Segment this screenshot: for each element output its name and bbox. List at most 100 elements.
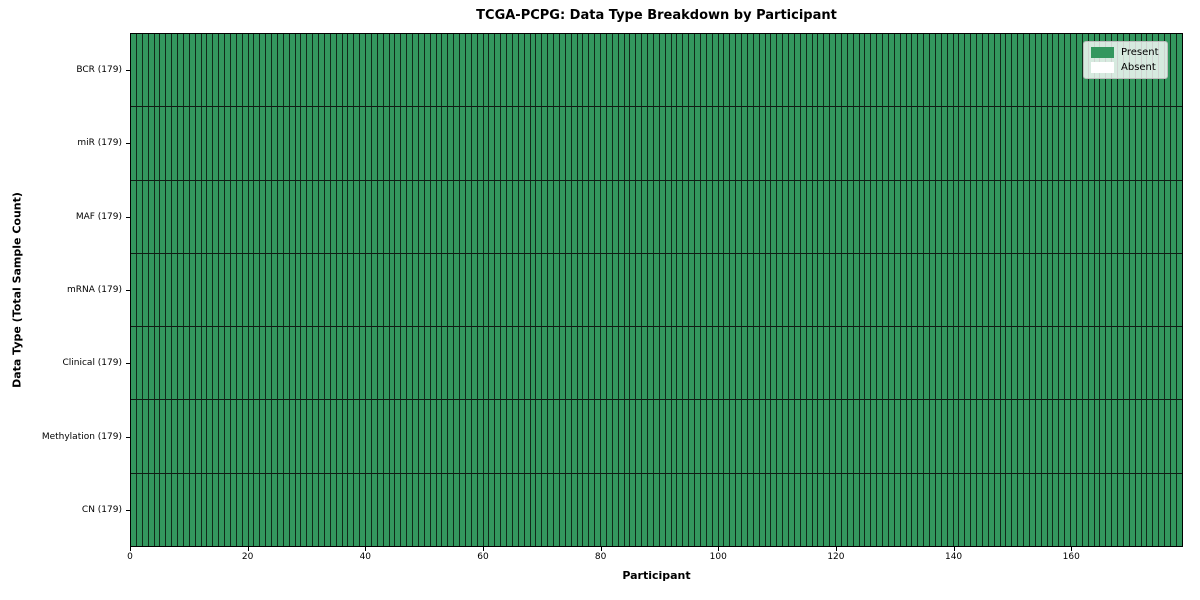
heatmap-cell [348,107,355,180]
heatmap-cell [236,34,243,107]
heatmap-cell [383,34,390,107]
heatmap-cell [589,34,596,107]
heatmap-cell [982,180,989,253]
heatmap-cell [601,327,607,400]
heatmap-cell [706,180,713,253]
heatmap-cell [742,253,748,327]
heatmap-cell [436,327,443,400]
heatmap-cell [389,400,396,473]
heatmap-cell [559,180,566,253]
heatmap-cell [301,34,308,107]
heatmap-cell [1123,327,1130,400]
heatmap-cell [536,473,543,546]
heatmap-cell [512,327,519,400]
heatmap-cell [865,107,872,180]
heatmap-cell [900,400,907,473]
heatmap-cell [207,327,214,400]
heatmap-cell [219,180,225,253]
heatmap-cell [460,34,466,107]
heatmap-cell [653,107,660,180]
heatmap-cell [495,327,502,400]
heatmap-cell [589,107,596,180]
heatmap-cell [994,327,1001,400]
heatmap-cell [841,34,848,107]
heatmap-cell [1153,327,1160,400]
heatmap-cell [994,400,1001,473]
heatmap-cell [736,253,742,327]
heatmap-cell [565,107,572,180]
heatmap-cell [747,253,754,327]
heatmap-cell [454,473,460,546]
heatmap-cell [377,34,384,107]
heatmap-row-mrna [131,253,1182,328]
heatmap-cell [477,327,484,400]
heatmap-cell [606,327,613,400]
heatmap-cell [606,107,613,180]
heatmap-cell [236,107,243,180]
heatmap-cell [941,400,948,473]
heatmap-cell [994,253,1001,327]
heatmap-cell [471,180,478,253]
heatmap-cell [395,180,402,253]
heatmap-cell [483,180,490,253]
heatmap-cell [1170,107,1177,180]
heatmap-cell [888,253,895,327]
heatmap-cell [548,473,554,546]
heatmap-cell [283,107,290,180]
heatmap-cell [366,400,372,473]
heatmap-cell [947,34,954,107]
heatmap-cell [1129,253,1136,327]
heatmap-cell [595,107,601,180]
heatmap-cell [994,34,1001,107]
heatmap-cell [360,107,366,180]
heatmap-cell [377,327,384,400]
heatmap-cell [935,34,942,107]
heatmap-cell [272,180,278,253]
heatmap-cell [724,473,731,546]
heatmap-cell [1135,253,1142,327]
heatmap-cell [847,34,854,107]
y-tick-label-methylation: Methylation (179) [41,431,122,442]
heatmap-cell [495,400,502,473]
heatmap-cell [1018,400,1024,473]
heatmap-cell [131,253,137,327]
heatmap-cell [606,34,613,107]
heatmap-cell [871,253,878,327]
heatmap-cell [148,34,155,107]
heatmap-cell [1065,400,1071,473]
heatmap-cell [407,253,413,327]
heatmap-cell [988,327,995,400]
heatmap-cell [342,400,349,473]
heatmap-cell [924,180,930,253]
heatmap-cell [1006,473,1013,546]
heatmap-cell [930,473,936,546]
heatmap-cell [789,34,795,107]
heatmap-cell [595,253,601,327]
heatmap-cell [712,107,719,180]
heatmap-cell [460,107,466,180]
heatmap-cell [1170,327,1177,400]
heatmap-cell [941,253,948,327]
heatmap-cell [742,107,748,180]
heatmap-cell [677,400,684,473]
heatmap-cell [336,107,343,180]
heatmap-cell [700,34,707,107]
heatmap-cell [859,180,866,253]
heatmap-cell [965,107,972,180]
heatmap-cell [512,34,519,107]
heatmap-cell [160,180,167,253]
heatmap-cell [136,327,143,400]
heatmap-cell [859,400,866,473]
heatmap-cell [166,253,173,327]
heatmap-cell [477,34,484,107]
heatmap-cell [1018,107,1024,180]
heatmap-cell [371,327,378,400]
heatmap-cell [442,400,449,473]
heatmap-cell [1053,107,1060,180]
heatmap-cell [977,253,983,327]
heatmap-cell [395,327,402,400]
heatmap-cell [489,400,496,473]
heatmap-cell [483,473,490,546]
heatmap-cell [824,473,831,546]
heatmap-cell [636,400,643,473]
